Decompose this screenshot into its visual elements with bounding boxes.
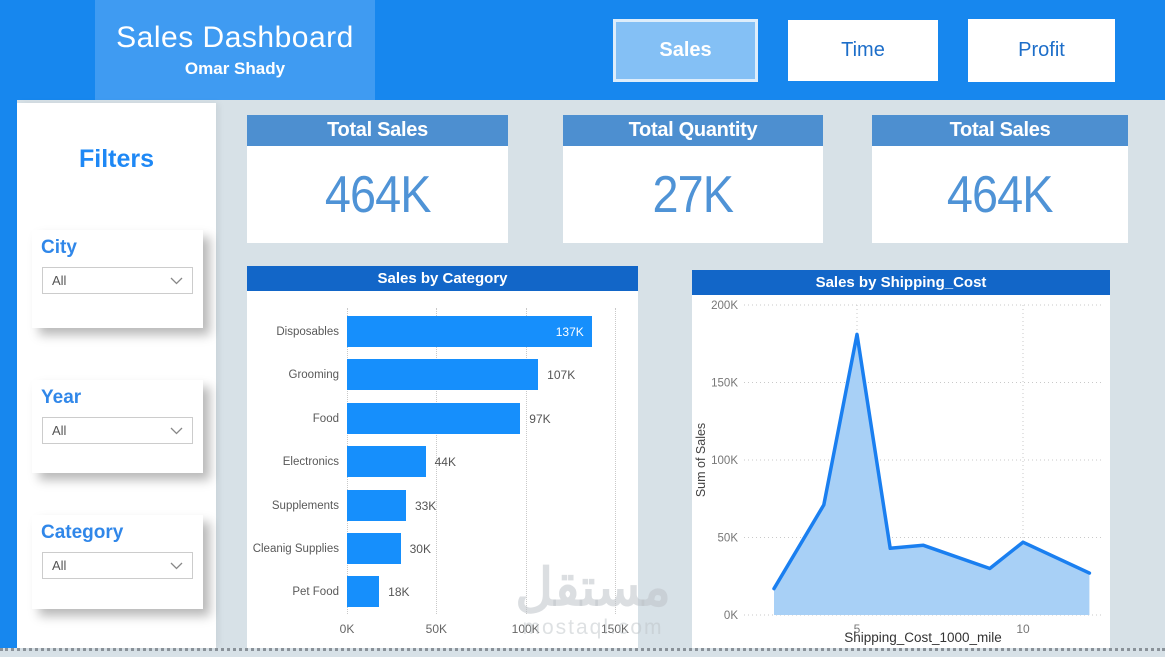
area-line[interactable] [772, 332, 1092, 591]
bar-x-tick-label: 150K [600, 622, 630, 636]
bar-category-label: Food [312, 412, 339, 425]
filter-card-city: City All [32, 230, 203, 328]
bar-grooming[interactable] [347, 359, 539, 391]
bar-row: Pet Food 18K [247, 570, 638, 614]
bar-gridline [525, 308, 527, 614]
nav-button-time[interactable]: Time [788, 20, 938, 81]
bar-value-label: 18K [388, 585, 410, 600]
bar-value-label: 97K [529, 411, 551, 426]
city-dropdown-value: All [52, 273, 67, 288]
left-accent-strip [0, 100, 17, 648]
page-subtitle: Omar Shady [184, 59, 286, 78]
bar-cleanig-supplies[interactable] [347, 533, 401, 564]
area-x-tick-label: 10 [1016, 622, 1030, 636]
year-dropdown[interactable]: All [42, 417, 193, 444]
bar-category-label: Cleanig Supplies [252, 543, 339, 555]
filter-label-category: Category [41, 522, 124, 543]
area-y-tick-label: 50K [718, 533, 739, 545]
bar-category-label: Electronics [282, 456, 339, 469]
kpi-card-total-quantity: Total Quantity 27K [563, 115, 823, 243]
chart-title: Sales by Category [247, 266, 638, 291]
chevron-down-icon [170, 557, 183, 575]
kpi-card-total-sales-2: Total Sales 464K [872, 115, 1128, 243]
bar-value-label: 137K [555, 324, 584, 339]
year-dropdown-value: All [52, 423, 67, 438]
area-x-tick-label: 5 [854, 622, 861, 636]
bar-category-label: Pet Food [292, 586, 339, 599]
area-x-axis-title: Shipping_Cost_1000_mile [844, 630, 1002, 645]
kpi-card-total-sales-1: Total Sales 464K [247, 115, 508, 243]
kpi-value: 464K [324, 165, 432, 224]
bar-row: Grooming 107K [247, 353, 638, 397]
kpi-title: Total Quantity [563, 115, 823, 146]
filters-title: Filters [78, 145, 155, 173]
city-dropdown[interactable]: All [42, 267, 193, 294]
area-y-tick-label: 200K [711, 300, 738, 312]
bar-food[interactable] [347, 402, 521, 434]
area-y-tick-label: 150K [711, 378, 738, 390]
filter-label-city: City [41, 237, 77, 258]
kpi-title: Total Sales [872, 115, 1128, 146]
bar-x-tick-label: 100K [511, 622, 540, 636]
bar-value-label: 44K [434, 455, 456, 470]
bar-supplements[interactable] [347, 489, 406, 521]
area-y-tick-label: 100K [711, 455, 738, 467]
bar-category-label: Supplements [271, 499, 339, 512]
bar-value-label: 107K [547, 368, 576, 383]
bar-gridline [615, 308, 616, 614]
chevron-down-icon [170, 272, 183, 290]
sales-by-category-chart: Sales by Category 0K 50K 100K 150K Disposabl… [247, 266, 638, 648]
filters-sidebar: Filters City All Year All Category All [17, 103, 216, 648]
chevron-down-icon [170, 422, 183, 440]
bar-pet-food[interactable] [347, 576, 380, 608]
chart-title: Sales by Shipping_Cost [692, 270, 1110, 295]
bar-category-label: Grooming [288, 369, 340, 382]
area-fill[interactable] [774, 334, 1090, 615]
bar-gridline [436, 308, 438, 614]
bar-row: Disposables 137K [247, 310, 638, 354]
bar-value-label: 33K [414, 498, 437, 513]
sales-by-shipping-cost-chart: Sales by Shipping_Cost 0K 50K 100K 150K 200K… [692, 270, 1110, 648]
bar-x-tick-label: 50K [425, 622, 448, 636]
area-plot: 0K 50K 100K 150K 200K 5 10 Sum of Sales Shipping… [694, 300, 1102, 645]
filter-card-category: Category All [32, 515, 203, 609]
bar-x-tick-label: 0K [339, 622, 355, 636]
category-dropdown[interactable]: All [42, 552, 193, 579]
filter-card-year: Year All [32, 380, 203, 473]
bar-value-label: 30K [409, 542, 431, 556]
page-title: Sales Dashboard [116, 21, 354, 54]
kpi-title: Total Sales [247, 115, 508, 146]
filter-label-year: Year [41, 387, 82, 408]
bar-row: Cleanig Supplies 30K [247, 527, 638, 571]
area-y-tick-label: 0K [724, 610, 738, 622]
title-panel: Sales Dashboard Omar Shady [95, 0, 375, 100]
kpi-value: 464K [947, 165, 1054, 224]
bar-row: Food 97K [247, 397, 638, 441]
bar-row: Supplements 33K [247, 484, 638, 528]
bar-electronics[interactable] [347, 446, 426, 478]
bar-row: Electronics 44K [247, 440, 638, 484]
category-dropdown-value: All [52, 558, 67, 573]
bar-plot: 0K 50K 100K 150K Disposables 137K Grooming 107K… [247, 302, 638, 648]
area-y-axis-title: Sum of Sales [694, 423, 708, 497]
kpi-value: 27K [652, 165, 734, 224]
bar-category-label: Disposables [276, 326, 339, 338]
nav-button-profit[interactable]: Profit [968, 19, 1115, 82]
bar-disposables[interactable]: 137K [347, 316, 592, 347]
header: Sales Dashboard Omar Shady Sales Time Pr… [0, 0, 1165, 100]
nav-button-sales[interactable]: Sales [613, 19, 758, 82]
page-boundary-dotted-line [0, 648, 1165, 651]
